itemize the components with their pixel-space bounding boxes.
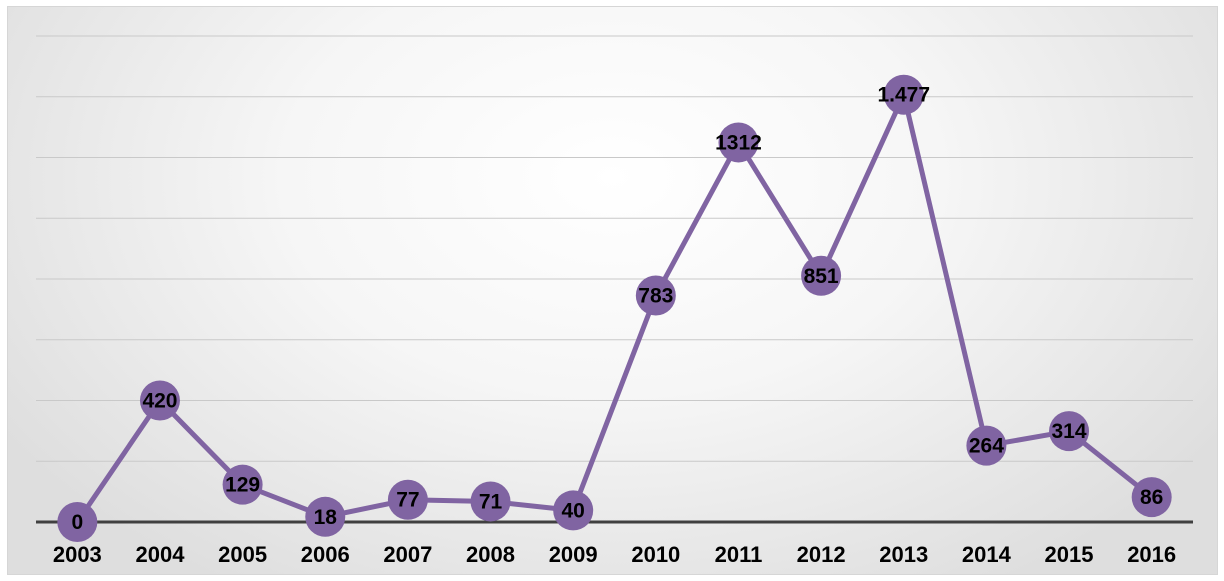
x-tick-label-2008: 2008 xyxy=(466,542,515,567)
data-point-2004 xyxy=(139,380,180,421)
data-label-2013: 1.477 xyxy=(877,84,930,107)
data-point-2011 xyxy=(718,122,759,163)
data-label-2005: 129 xyxy=(225,474,260,497)
data-label-2003: 0 xyxy=(71,511,83,534)
x-tick-label-2014: 2014 xyxy=(962,542,1012,567)
x-tick-label-2015: 2015 xyxy=(1045,542,1094,567)
data-point-2003 xyxy=(57,502,98,542)
x-tick-label-2007: 2007 xyxy=(383,542,432,567)
data-label-2004: 420 xyxy=(142,389,177,412)
x-tick-label-2009: 2009 xyxy=(549,542,598,567)
x-tick-label-2006: 2006 xyxy=(301,542,350,567)
x-tick-label-2011: 2011 xyxy=(715,542,763,567)
data-point-2009 xyxy=(553,490,594,531)
data-label-2014: 264 xyxy=(969,435,1004,458)
data-label-2016: 86 xyxy=(1140,486,1163,509)
x-tick-label-2004: 2004 xyxy=(135,542,185,567)
x-tick-label-2016: 2016 xyxy=(1127,542,1176,567)
data-label-2011: 1312 xyxy=(715,131,762,154)
data-point-2014 xyxy=(966,425,1007,466)
data-label-2008: 71 xyxy=(479,490,503,513)
x-tick-label-2013: 2013 xyxy=(879,542,928,567)
data-label-2007: 77 xyxy=(396,489,419,512)
data-markers xyxy=(57,74,1172,542)
x-tick-label-2003: 2003 xyxy=(53,542,102,567)
data-label-2012: 851 xyxy=(804,265,839,288)
data-point-2016 xyxy=(1131,477,1172,518)
data-label-2006: 18 xyxy=(314,506,338,529)
data-point-2008 xyxy=(470,481,511,522)
data-point-2005 xyxy=(222,464,263,505)
data-point-2010 xyxy=(635,275,676,316)
data-label-2015: 314 xyxy=(1052,420,1087,443)
data-point-2012 xyxy=(801,255,842,296)
data-point-2013 xyxy=(883,74,924,115)
data-point-2015 xyxy=(1049,411,1090,452)
data-point-2006 xyxy=(305,496,346,537)
data-labels: 0 420 129 18 77 71 40 783 1312 851 1.477 264 314 86 xyxy=(71,84,1163,534)
gridlines xyxy=(36,35,1193,462)
x-tick-label-2005: 2005 xyxy=(218,542,267,567)
chart-area xyxy=(7,6,1218,575)
x-tick-label-2012: 2012 xyxy=(797,542,846,567)
data-label-2009: 40 xyxy=(561,499,584,522)
x-tick-label-2010: 2010 xyxy=(631,542,680,567)
x-axis-tick-labels: 2003 2004 2005 2006 2007 2008 2009 2010 2011 2012… xyxy=(53,542,1176,567)
data-point-2007 xyxy=(387,479,428,520)
data-label-2010: 783 xyxy=(638,284,673,307)
